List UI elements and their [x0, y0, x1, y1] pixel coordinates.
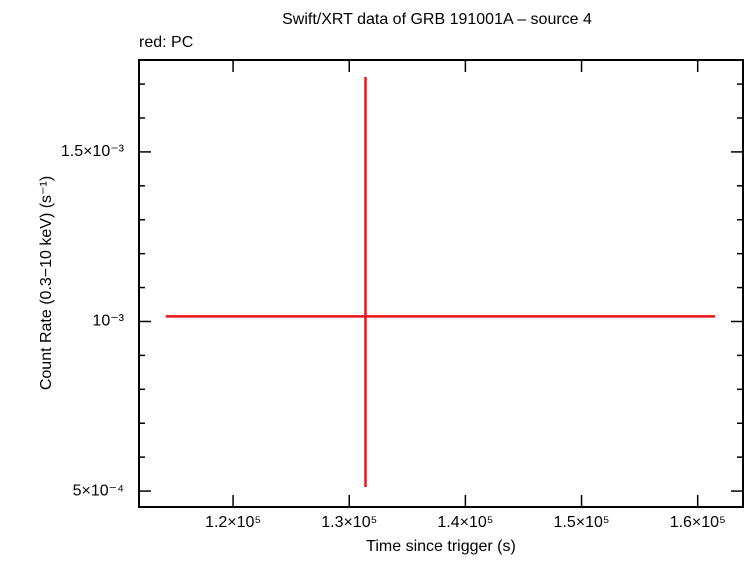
- x-tick-label: 1.6×10⁵: [670, 514, 726, 531]
- x-tick-label: 1.3×10⁵: [321, 514, 377, 531]
- y-tick-label: 5×10⁻⁴: [73, 482, 124, 499]
- y-tick-label: 10⁻³: [92, 313, 124, 330]
- y-tick-label: 1.5×10⁻³: [61, 143, 125, 160]
- x-axis-label: Time since trigger (s): [366, 538, 516, 555]
- x-tick-label: 1.2×10⁵: [205, 514, 261, 531]
- annotation: red: PC: [139, 34, 193, 51]
- y-axis-label: Count Rate (0.3−10 keV) (s⁻¹): [38, 176, 55, 390]
- plot-frame: [138, 59, 744, 508]
- x-tick-label: 1.4×10⁵: [437, 514, 493, 531]
- x-tick-label: 1.5×10⁵: [554, 514, 610, 531]
- chart-title: Swift/XRT data of GRB 191001A – source 4: [282, 11, 592, 28]
